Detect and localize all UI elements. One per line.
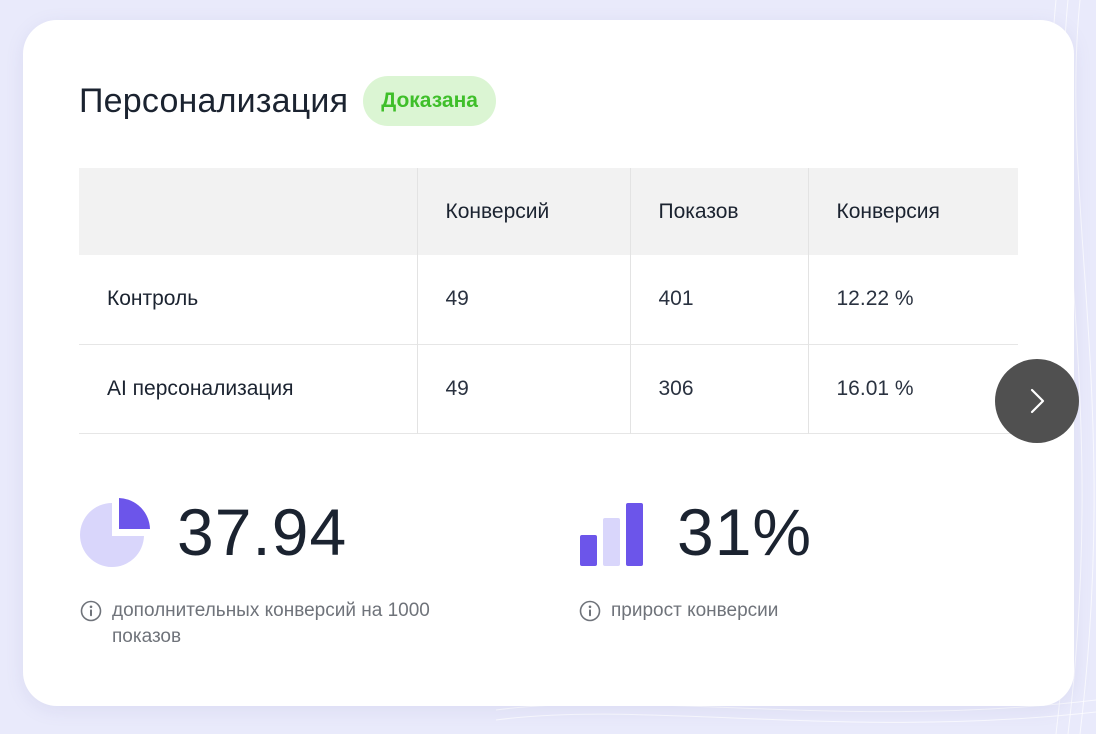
conversion-growth-caption-text: прирост конверсии xyxy=(611,600,779,621)
conversions-cell: 49 xyxy=(416,344,630,433)
column-header-conversion-rate: Конверсия xyxy=(807,168,1018,255)
extra-conversions-caption-text: дополнительных конверсий на 1000 показов xyxy=(112,600,430,647)
conversion-rate-cell: 12.22 % xyxy=(807,255,1018,344)
info-icon[interactable] xyxy=(579,600,601,622)
bar-chart-icon xyxy=(580,503,643,566)
extra-conversions-value: 37.94 xyxy=(177,495,348,569)
personalization-card: Персонализация Доказана Конверсий Показо… xyxy=(23,20,1074,706)
pie-chart-icon xyxy=(80,498,150,567)
info-icon[interactable] xyxy=(80,600,102,622)
table-header-row: Конверсий Показов Конверсия xyxy=(79,168,1018,255)
row-label: AI персонализация xyxy=(107,376,294,400)
conversion-growth-value: 31% xyxy=(677,495,813,569)
conversions-cell: 49 xyxy=(416,255,630,344)
conversion-rate-cell: 16.01 % xyxy=(807,344,1018,433)
column-header-conversions: Конверсий xyxy=(416,168,630,255)
card-header: Персонализация Доказана xyxy=(79,76,496,126)
table-row: Контроль 49 401 12.22 % xyxy=(79,255,1018,344)
table-row: AI персонализация 49 306 16.01 % xyxy=(79,344,1018,433)
impressions-cell: 401 xyxy=(629,255,808,344)
impressions-cell: 306 xyxy=(629,344,808,433)
conversion-growth-caption: прирост конверсии xyxy=(579,598,979,624)
results-table: Конверсий Показов Конверсия Контроль 49 … xyxy=(79,168,1018,434)
card-title: Персонализация xyxy=(79,81,349,120)
next-button[interactable] xyxy=(995,359,1079,443)
column-header-variant xyxy=(79,168,417,255)
column-header-impressions: Показов xyxy=(629,168,808,255)
extra-conversions-metric: 37.94 xyxy=(79,494,347,570)
chevron-right-icon xyxy=(1030,388,1045,414)
row-label: Контроль xyxy=(107,287,199,311)
extra-conversions-caption: дополнительных конверсий на 1000 показов xyxy=(80,598,500,650)
conversion-growth-metric: 31% xyxy=(580,494,812,570)
status-badge: Доказана xyxy=(363,76,496,126)
